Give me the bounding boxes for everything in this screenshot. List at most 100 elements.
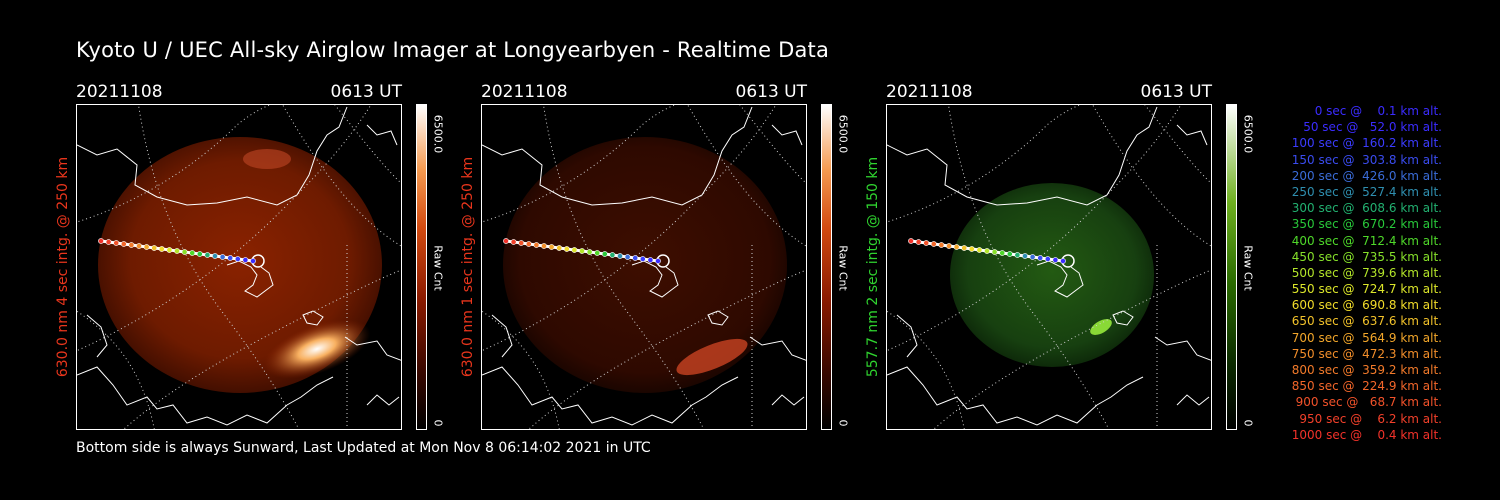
track-point	[510, 239, 517, 245]
coastline	[1176, 394, 1210, 406]
aurora-patch	[1090, 319, 1112, 335]
legend-entry: 850 sec @ 224.9 km alt.	[1291, 379, 1442, 394]
coastline	[366, 124, 398, 146]
track-point	[212, 253, 218, 259]
track-point	[647, 257, 654, 263]
colorbar-min: 0	[836, 419, 850, 427]
track-point	[219, 254, 226, 260]
legend-entry: 400 sec @ 712.4 km alt.	[1291, 233, 1442, 248]
altitude-legend: 0 sec @ 0.1 km alt. 50 sec @ 52.0 km alt…	[1240, 104, 1442, 444]
coastline	[302, 310, 324, 326]
colorbar-unit: Raw Cnt	[431, 245, 445, 291]
track-point	[189, 250, 196, 256]
legend-entry: 0 sec @ 0.1 km alt.	[1314, 104, 1442, 118]
legend-entry: 350 sec @ 670.2 km alt.	[1291, 217, 1442, 232]
track-point	[174, 248, 180, 254]
coastline	[482, 366, 739, 426]
track-point	[1044, 256, 1051, 262]
track-point	[1052, 257, 1059, 263]
panel-time: 0613 UT	[735, 82, 808, 102]
track-point	[143, 244, 150, 250]
track-point	[953, 244, 960, 250]
allsky-image	[886, 104, 1212, 430]
track-point	[541, 243, 547, 249]
track-point	[946, 243, 952, 249]
legend-entry: 150 sec @ 303.8 km alt.	[1291, 152, 1442, 167]
legend-entry: 250 sec @ 527.4 km alt.	[1291, 184, 1442, 199]
track-point	[1037, 255, 1044, 261]
track-point	[242, 257, 249, 263]
track-point	[908, 238, 914, 244]
grid-line	[543, 105, 705, 429]
track-point	[609, 252, 616, 258]
grid-line	[1144, 105, 1211, 184]
track-point	[113, 240, 120, 246]
coastline	[482, 106, 753, 206]
coastline	[491, 314, 513, 358]
track-point	[234, 256, 241, 262]
track-point	[655, 258, 661, 264]
coastline	[1176, 124, 1208, 146]
track-point	[586, 249, 593, 255]
track-point	[1014, 252, 1021, 258]
grid-line	[138, 105, 300, 429]
legend-entry: 700 sec @ 564.9 km alt.	[1291, 330, 1442, 345]
grid-line	[482, 310, 560, 429]
track-point	[594, 250, 601, 256]
track-point	[250, 258, 256, 264]
coastline	[631, 260, 679, 298]
grid-line	[528, 269, 806, 429]
coastline	[226, 260, 274, 298]
track-point	[571, 247, 578, 253]
coastline	[749, 336, 806, 361]
grid-line	[948, 105, 1110, 429]
aurora-patch	[263, 319, 371, 379]
panel-date: 20211108	[886, 82, 973, 102]
panel-date: 20211108	[481, 82, 568, 102]
allsky-image	[76, 104, 402, 430]
track-point	[601, 251, 608, 257]
legend-entry: 750 sec @ 472.3 km alt.	[1291, 346, 1442, 361]
track-point	[120, 241, 127, 247]
track-point	[518, 240, 525, 246]
coastline	[77, 106, 348, 206]
track-point	[548, 244, 555, 250]
track-point	[158, 246, 165, 252]
colorbar	[821, 104, 832, 430]
legend-entry: 800 sec @ 359.2 km alt.	[1291, 363, 1442, 377]
track-point	[105, 239, 112, 245]
coastline	[887, 106, 1158, 206]
track-point	[624, 254, 631, 260]
track-point	[98, 238, 104, 244]
track-point	[1006, 251, 1013, 257]
track-point	[632, 255, 639, 261]
track-point	[166, 247, 173, 253]
track-point	[1022, 253, 1028, 259]
coastline	[366, 394, 400, 406]
track-point	[999, 250, 1006, 256]
track-point	[196, 251, 203, 257]
track-point	[181, 249, 188, 255]
grid-line	[77, 310, 155, 429]
track-point	[915, 239, 922, 245]
legend-entry: 200 sec @ 426.0 km alt.	[1291, 168, 1442, 183]
track-point	[639, 256, 646, 262]
grid-line	[933, 269, 1211, 429]
grid-line	[334, 105, 401, 184]
track-point	[617, 253, 623, 259]
track-point	[533, 242, 540, 248]
track-point	[227, 255, 234, 261]
legend-entry: 600 sec @ 690.8 km alt.	[1291, 298, 1442, 313]
airglow-sky-disc	[950, 183, 1154, 367]
airglow-panel-630-1s: 20211108 0613 UT 630.0 nm 1 sec intg. @ …	[460, 80, 861, 430]
aurora-patch	[243, 149, 291, 169]
colorbar-max: 6500.0	[431, 114, 445, 154]
footer-note: Bottom side is always Sunward, Last Upda…	[76, 440, 651, 456]
panel-time: 0613 UT	[1140, 82, 1213, 102]
panel-time: 0613 UT	[330, 82, 403, 102]
track-point	[563, 246, 570, 252]
track-point	[1029, 254, 1036, 260]
legend-entry: 300 sec @ 608.6 km alt.	[1291, 201, 1442, 216]
track-point	[961, 245, 968, 251]
track-point	[503, 238, 509, 244]
